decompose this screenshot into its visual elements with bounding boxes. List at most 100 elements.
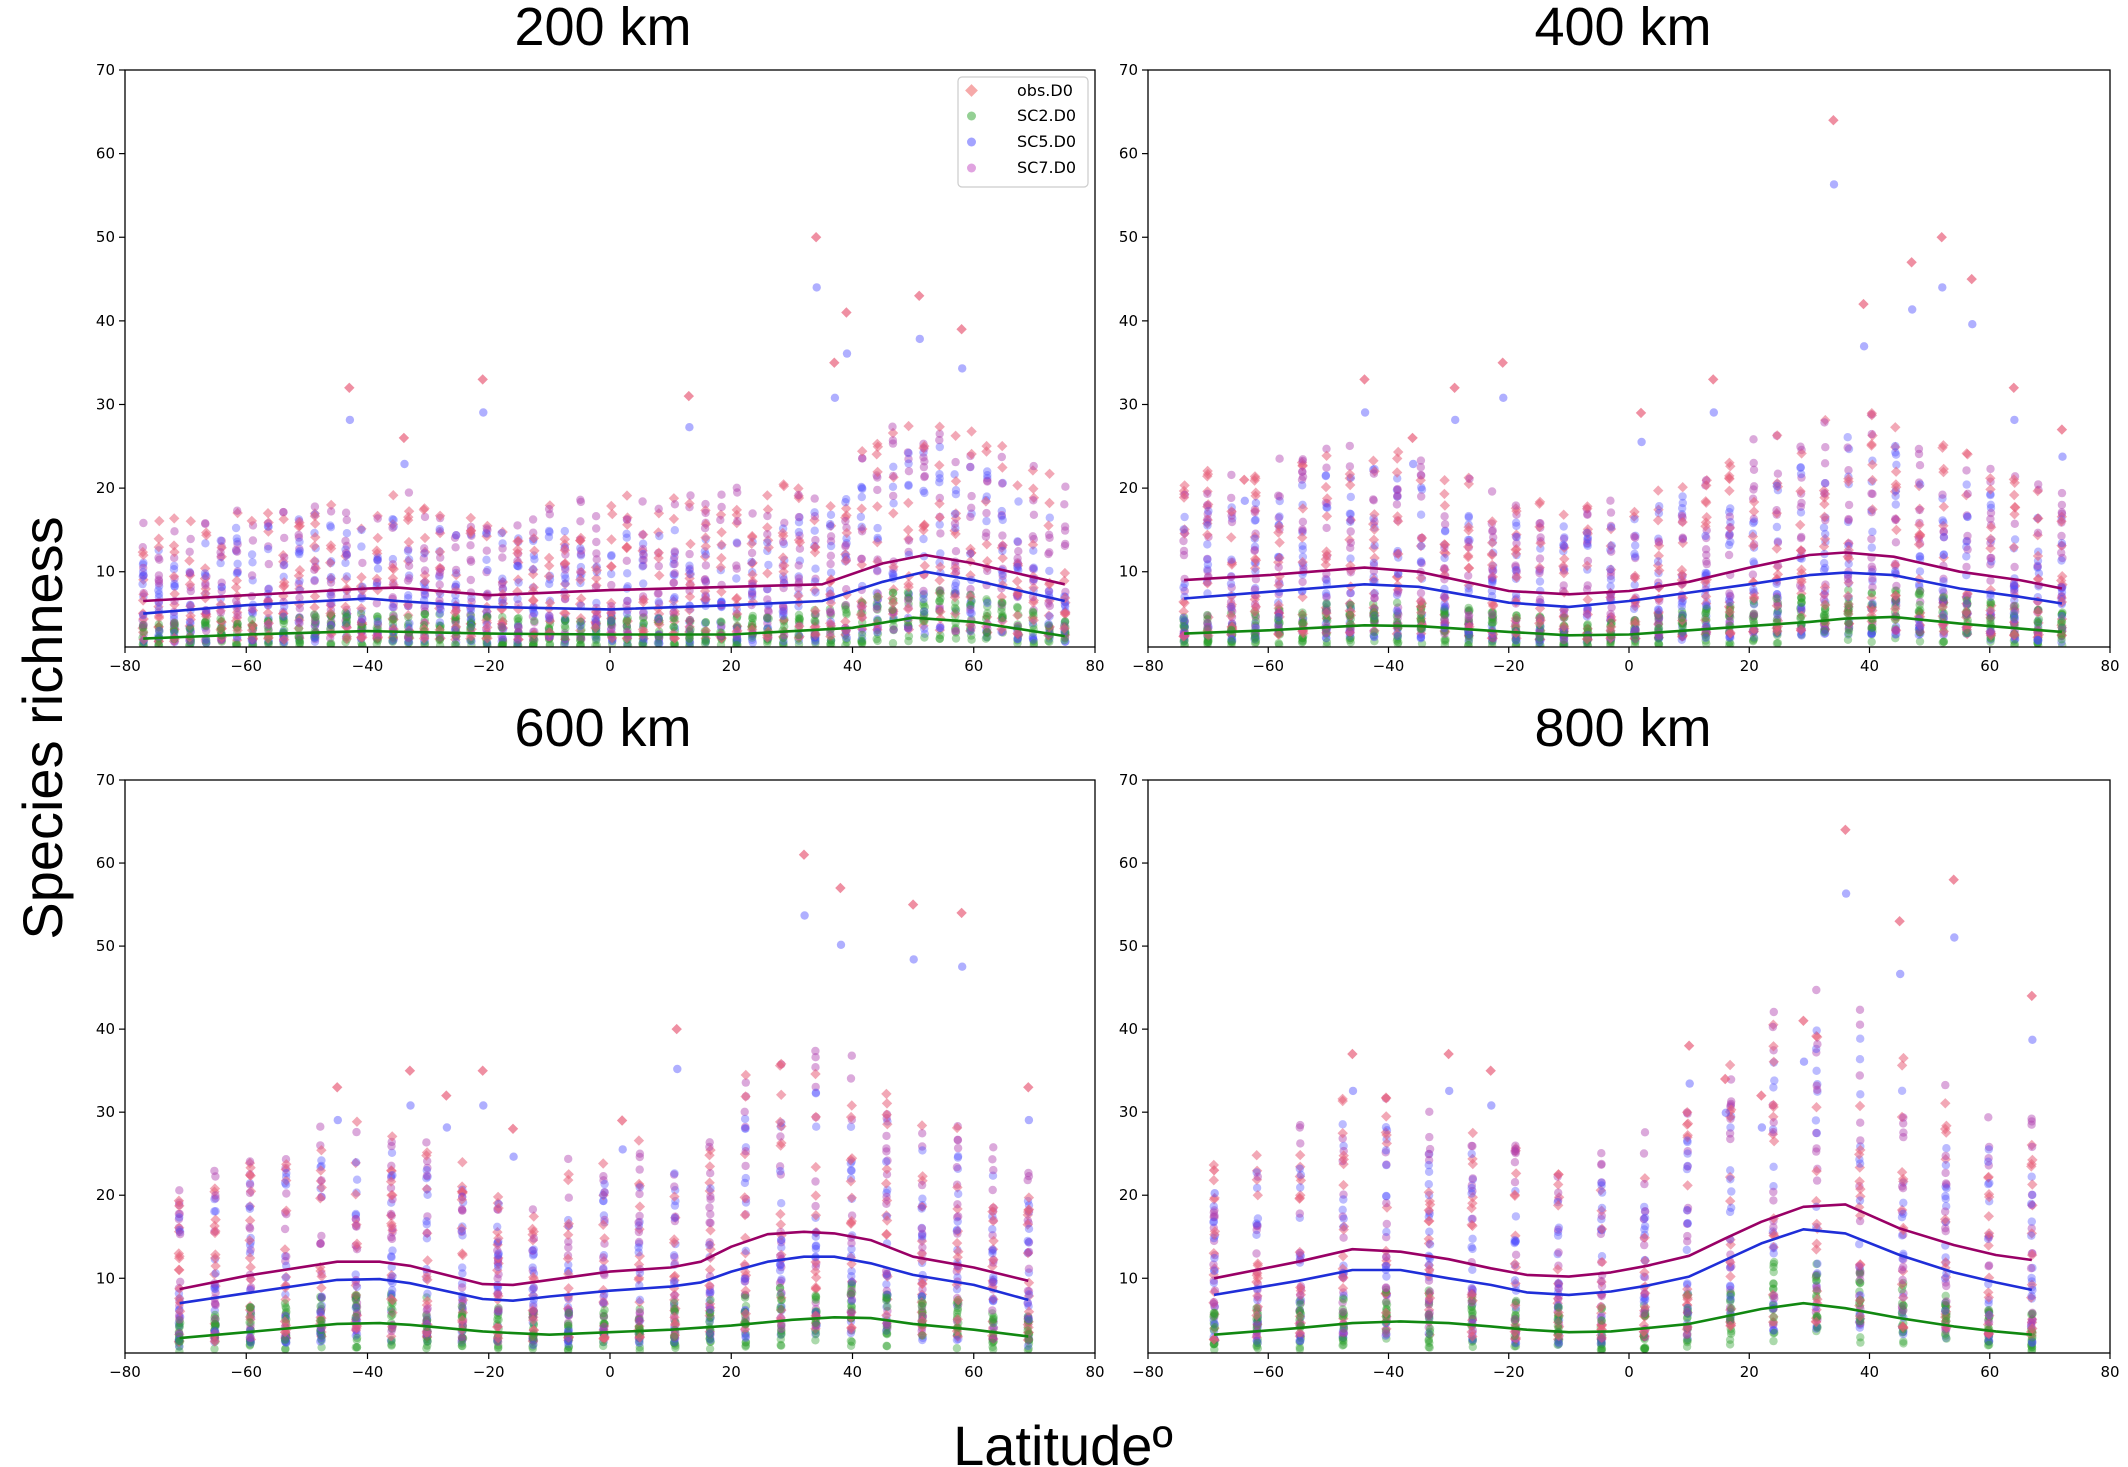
obs-point: [280, 1332, 291, 1344]
sc2-point: [281, 1309, 290, 1318]
sc7-point: [1394, 610, 1403, 619]
obs-point: [419, 532, 431, 544]
sc5-point: [560, 526, 569, 536]
sc5-point: [1535, 638, 1544, 647]
sc2-point: [1180, 617, 1189, 627]
obs-point: [174, 1293, 185, 1304]
sc7-point: [403, 576, 413, 585]
sc2-point: [1060, 617, 1070, 626]
sc2-point: [342, 611, 352, 620]
obs-point: [965, 591, 976, 603]
sc5-point: [1702, 620, 1711, 629]
x-tick-label: 60: [1980, 657, 1999, 675]
obs-point: [232, 507, 243, 519]
obs-point: [1796, 576, 1807, 588]
sc5-point: [842, 539, 851, 548]
sc5-point: [467, 614, 476, 624]
sc5-point: [170, 561, 179, 571]
sc2-mean-line: [143, 616, 1065, 640]
obs-point: [778, 566, 789, 577]
obs-point: [174, 1306, 186, 1317]
sc7-point: [1416, 463, 1426, 472]
sc7-point: [404, 633, 413, 643]
obs-point: [1914, 626, 1926, 638]
sc2-point: [857, 637, 866, 646]
sc5-point: [1631, 552, 1640, 561]
obs-point: [560, 608, 571, 619]
sc5-point: [967, 509, 976, 518]
sc2-point: [435, 610, 444, 619]
sc2-point: [1914, 589, 1924, 598]
obs-point: [1701, 475, 1712, 486]
sc7-point: [1061, 587, 1070, 597]
sc2-point: [1891, 597, 1901, 606]
sc5-point: [826, 568, 836, 577]
obs-point: [513, 604, 524, 615]
obs-point: [512, 536, 523, 547]
sc5-point: [701, 577, 711, 586]
obs-point: [1772, 481, 1784, 492]
sc5-point: [1013, 634, 1022, 644]
obs-point: [1867, 504, 1878, 515]
obs-point: [1369, 607, 1380, 619]
sc7-point: [175, 1315, 184, 1324]
sc2-point: [1464, 633, 1474, 643]
sc5-point: [857, 522, 866, 531]
sc7-point: [967, 503, 976, 512]
obs-point: [2032, 550, 2044, 562]
sc2-point: [1489, 618, 1498, 627]
obs-point: [1605, 564, 1617, 575]
sc5-point: [357, 525, 366, 535]
sc7-point: [733, 516, 742, 526]
sc2-point: [294, 632, 303, 641]
sc2-point: [1725, 641, 1734, 647]
obs-point: [654, 619, 665, 630]
sc7-point: [138, 621, 148, 630]
sc5-point: [1654, 634, 1664, 643]
obs-point: [1250, 591, 1261, 602]
sc5-point: [452, 638, 461, 647]
sc7-point: [279, 508, 288, 517]
obs-point: [668, 595, 679, 607]
sc5-point: [317, 1334, 326, 1343]
sc2-point: [1464, 637, 1474, 647]
obs-point: [1297, 556, 1308, 568]
sc7-point: [904, 623, 913, 632]
sc5-point: [935, 520, 944, 529]
sc2-point: [794, 630, 803, 640]
sc7-point: [175, 1230, 185, 1239]
sc5-point: [1867, 629, 1877, 638]
obs-point: [825, 501, 836, 512]
sc5-point: [1726, 518, 1735, 527]
sc5-point: [435, 618, 445, 627]
obs-point: [1582, 623, 1593, 634]
sc2-point: [732, 636, 741, 645]
sc2-point: [1915, 628, 1925, 637]
obs-point: [1962, 589, 1973, 600]
sc2-point: [1370, 637, 1379, 646]
obs-point: [1392, 571, 1403, 582]
sc7-point: [530, 618, 539, 627]
sc2-point: [497, 623, 506, 632]
sc5-point: [904, 448, 913, 458]
obs-point: [1511, 544, 1522, 555]
sc5-point: [498, 625, 508, 634]
sc7-point: [1298, 577, 1307, 587]
obs-point: [575, 535, 586, 546]
sc5-point: [1796, 469, 1806, 479]
sc2-point: [154, 641, 164, 647]
sc2-point: [1677, 613, 1687, 622]
obs-point: [293, 623, 304, 634]
sc5-point: [889, 499, 898, 508]
obs-point: [387, 519, 399, 530]
x-tick-label: 0: [605, 657, 615, 675]
sc7-point: [233, 610, 242, 620]
obs-point: [621, 490, 633, 501]
sc2-point: [1298, 637, 1308, 646]
sc7-point: [1321, 628, 1331, 638]
obs-point: [1415, 613, 1427, 624]
sc2-point: [560, 616, 570, 625]
sc7-point: [1370, 593, 1379, 603]
sc5-point: [513, 621, 523, 631]
obs-point: [1249, 531, 1261, 543]
